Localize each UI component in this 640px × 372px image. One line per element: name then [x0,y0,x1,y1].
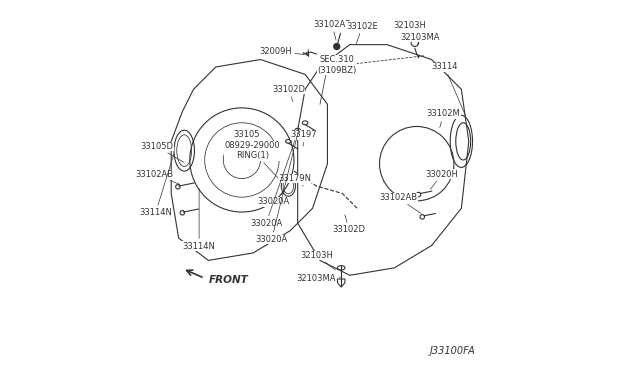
Text: 33020A: 33020A [257,192,290,206]
Text: 33020A: 33020A [255,129,299,244]
Text: 33179N: 33179N [278,174,311,186]
Text: 33102AB: 33102AB [136,170,180,184]
Text: 33020A: 33020A [250,140,295,228]
Text: SEC.310
(3109BZ): SEC.310 (3109BZ) [317,55,356,75]
Text: 33197: 33197 [290,130,317,146]
Text: 33114N: 33114N [139,153,174,217]
Text: 08929-29000
RING(1): 08929-29000 RING(1) [225,141,281,181]
Circle shape [334,44,340,49]
Text: 32103H: 32103H [300,251,335,270]
Text: 33102M: 33102M [427,109,460,128]
Text: 32103MA: 32103MA [296,274,340,283]
Text: 32103H: 32103H [393,21,426,36]
Text: 33114: 33114 [431,62,466,116]
Text: 33102AB: 33102AB [379,193,421,214]
Text: 33020H: 33020H [426,170,458,189]
Text: 33114N: 33114N [182,189,216,251]
Text: 33102AB: 33102AB [313,20,351,40]
Text: 32103MA: 32103MA [401,33,440,45]
Text: FRONT: FRONT [209,275,248,285]
Text: J33100FA: J33100FA [429,346,476,356]
Text: 32009H: 32009H [259,47,303,56]
Text: 33105D: 33105D [141,142,184,162]
Text: 33105: 33105 [233,130,260,142]
Text: 33102E: 33102E [346,22,378,44]
Text: 33102D: 33102D [272,85,305,102]
Text: 33102D: 33102D [333,215,365,234]
